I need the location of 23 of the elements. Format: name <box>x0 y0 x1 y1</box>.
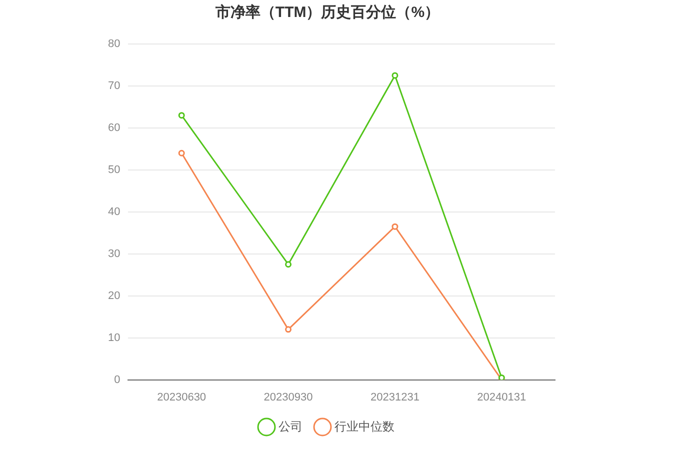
point <box>498 374 505 380</box>
point <box>392 223 398 230</box>
y-tick-label: 40 <box>108 206 120 218</box>
point <box>285 261 292 268</box>
point <box>285 326 292 333</box>
y-tick-label: 50 <box>108 164 120 176</box>
chart-title: 市净率（TTM）历史百分位（%） <box>214 3 440 22</box>
x-tick-label: 20240131 <box>477 391 526 404</box>
y-tick-label: 10 <box>108 332 120 344</box>
y-tick-label: 70 <box>108 80 120 92</box>
point <box>392 72 398 79</box>
y-tick-label: 60 <box>108 122 120 134</box>
y-tick-label: 0 <box>114 374 120 386</box>
point <box>178 112 185 119</box>
x-tick-label: 20231231 <box>370 391 420 404</box>
y-tick-label: 30 <box>108 248 120 260</box>
legend-label: 行业中位数 <box>334 419 394 434</box>
x-tick-label: 20230630 <box>157 391 206 404</box>
y-tick-label: 80 <box>108 38 120 50</box>
point <box>178 150 185 156</box>
y-tick-label: 20 <box>108 290 120 302</box>
x-tick-label: 20230930 <box>264 391 313 404</box>
legend-label: 公司 <box>278 419 302 434</box>
